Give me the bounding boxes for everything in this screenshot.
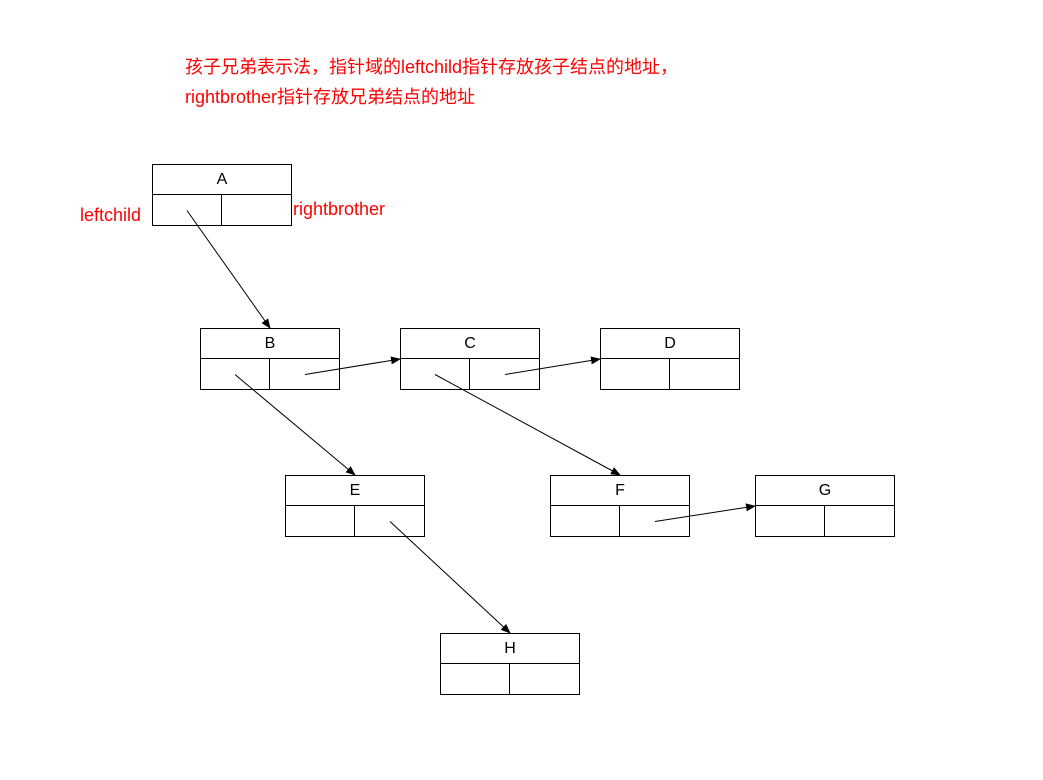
leftchild-cell xyxy=(756,506,825,536)
rightbrother-cell xyxy=(222,195,291,225)
node-label: D xyxy=(601,329,739,359)
leftchild-cell xyxy=(201,359,270,389)
node-pointer-row xyxy=(286,506,424,536)
leftchild-cell xyxy=(153,195,222,225)
node-A: A xyxy=(152,164,292,226)
node-label: E xyxy=(286,476,424,506)
node-label: C xyxy=(401,329,539,359)
node-label: A xyxy=(153,165,291,195)
leftchild-cell xyxy=(551,506,620,536)
rightbrother-label: rightbrother xyxy=(293,199,385,220)
node-pointer-row xyxy=(756,506,894,536)
caption-line2: rightbrother指针存放兄弟结点的地址 xyxy=(185,82,678,112)
edge-E-H xyxy=(390,522,510,634)
node-C: C xyxy=(400,328,540,390)
node-pointer-row xyxy=(153,195,291,225)
caption-line1: 孩子兄弟表示法，指针域的leftchild指针存放孩子结点的地址， xyxy=(185,52,678,82)
node-pointer-row xyxy=(441,664,579,694)
caption: 孩子兄弟表示法，指针域的leftchild指针存放孩子结点的地址， rightb… xyxy=(185,52,678,112)
node-label: H xyxy=(441,634,579,664)
rightbrother-cell xyxy=(825,506,894,536)
rightbrother-cell xyxy=(670,359,739,389)
rightbrother-cell xyxy=(510,664,579,694)
leftchild-cell xyxy=(601,359,670,389)
node-label: G xyxy=(756,476,894,506)
node-label: B xyxy=(201,329,339,359)
rightbrother-cell xyxy=(620,506,689,536)
node-pointer-row xyxy=(201,359,339,389)
node-pointer-row xyxy=(551,506,689,536)
node-pointer-row xyxy=(401,359,539,389)
node-H: H xyxy=(440,633,580,695)
node-label: F xyxy=(551,476,689,506)
node-E: E xyxy=(285,475,425,537)
leftchild-cell xyxy=(286,506,355,536)
edge-A-B xyxy=(187,211,270,329)
rightbrother-cell xyxy=(270,359,339,389)
rightbrother-cell xyxy=(355,506,424,536)
node-B: B xyxy=(200,328,340,390)
leftchild-label: leftchild xyxy=(80,205,141,226)
node-pointer-row xyxy=(601,359,739,389)
leftchild-cell xyxy=(441,664,510,694)
rightbrother-cell xyxy=(470,359,539,389)
leftchild-cell xyxy=(401,359,470,389)
node-G: G xyxy=(755,475,895,537)
node-F: F xyxy=(550,475,690,537)
node-D: D xyxy=(600,328,740,390)
